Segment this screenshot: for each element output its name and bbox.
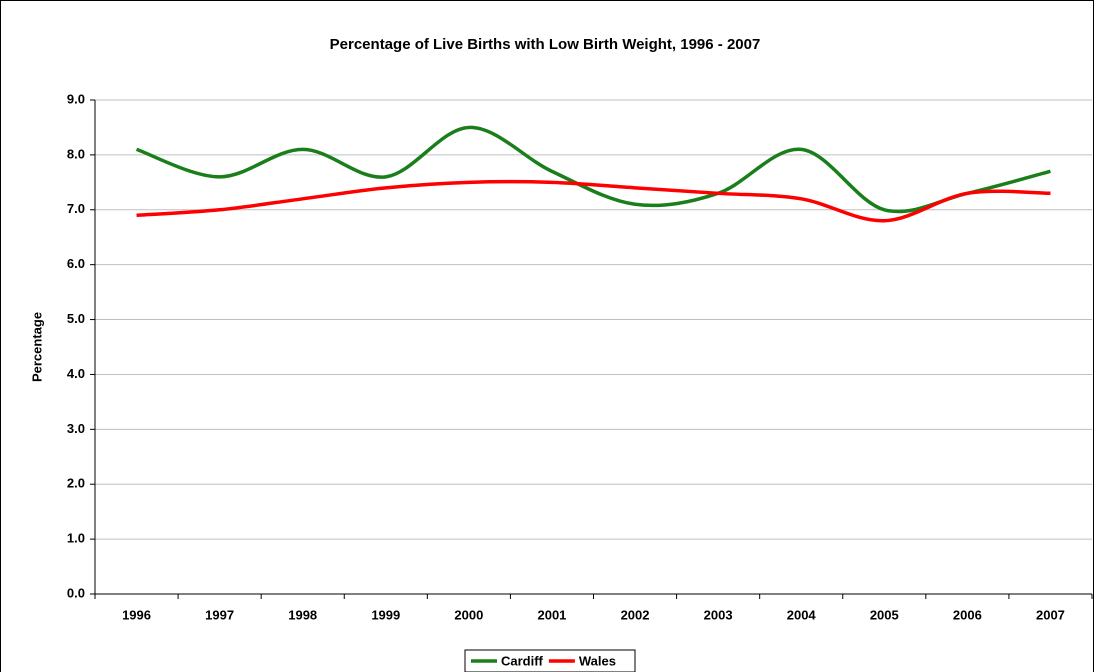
line [135, 125, 1051, 214]
y-tick-label: 5.0 [67, 311, 85, 326]
legend: Cardiff Wales [464, 649, 636, 672]
x-tick-label: 2004 [787, 607, 817, 622]
legend-label: Wales [579, 653, 616, 668]
y-tick-label: 4.0 [67, 366, 85, 381]
x-tick-label: 2007 [1036, 607, 1065, 622]
x-tick-label: 2000 [454, 607, 483, 622]
x-tick-label: 1998 [288, 607, 317, 622]
y-tick-label: 1.0 [67, 531, 85, 546]
x-tick-label: 2002 [621, 607, 650, 622]
chart-title: Percentage of Live Births with Low Birth… [330, 36, 761, 53]
y-tick-label: 2.0 [67, 476, 85, 491]
x-tick-label: 2003 [704, 607, 733, 622]
x-tick-label: 1999 [371, 607, 400, 622]
y-tick-label: 0.0 [67, 585, 85, 600]
y-tick-label: 3.0 [67, 421, 85, 436]
x-tick-label: 2001 [537, 607, 566, 622]
y-tick-label: 9.0 [67, 91, 85, 106]
x-tick-label: 1997 [205, 607, 234, 622]
x-tick-label: 2006 [953, 607, 982, 622]
legend-label: Cardiff [501, 653, 544, 668]
x-tick-label: 1996 [122, 607, 151, 622]
y-tick-label: 8.0 [67, 146, 85, 161]
line [136, 179, 1051, 223]
y-tick-label: 7.0 [67, 201, 85, 216]
y-axis-label: Percentage [29, 312, 44, 382]
x-tick-label: 2005 [870, 607, 899, 622]
y-tick-label: 6.0 [67, 256, 85, 271]
